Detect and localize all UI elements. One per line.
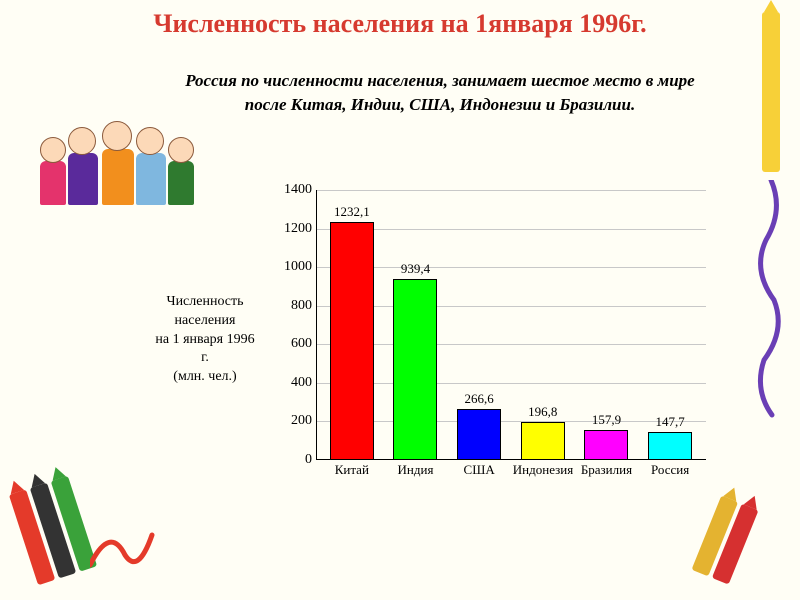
- chart-container: Численностьнаселенияна 1 января 1996 г.(…: [150, 180, 716, 500]
- bar: [330, 222, 374, 460]
- x-tick-label: США: [449, 462, 509, 478]
- bar-column: 147,7: [640, 414, 700, 460]
- bar-chart: 0 200 400 600 800 1000 1200 1400 1232,1 939,4 266…: [266, 180, 716, 500]
- y-tick-label: 1400: [266, 182, 312, 198]
- bar: [457, 409, 501, 460]
- bar-value-label: 939,4: [401, 261, 430, 277]
- bars-group: 1232,1 939,4 266,6 196,8 157,9 147,7: [316, 190, 706, 460]
- bar: [393, 279, 437, 460]
- bar-column: 939,4: [385, 261, 445, 460]
- y-tick-label: 600: [266, 336, 312, 352]
- bar-value-label: 157,9: [592, 412, 621, 428]
- bar-value-label: 196,8: [528, 404, 557, 420]
- bar-value-label: 266,6: [465, 391, 494, 407]
- bar-column: 157,9: [576, 412, 636, 460]
- y-tick-label: 400: [266, 375, 312, 391]
- scribble-red: [90, 515, 160, 575]
- x-tick-label: Индонезия: [513, 462, 573, 478]
- x-tick-label: Индия: [385, 462, 445, 478]
- bar-value-label: 1232,1: [334, 204, 370, 220]
- crayon-decoration-right: [762, 12, 780, 172]
- x-axis: КитайИндияСШАИндонезияБразилияРоссия: [316, 462, 706, 478]
- x-tick-label: Китай: [322, 462, 382, 478]
- subtitle-text: Россия по численности населения, занимае…: [180, 69, 700, 117]
- bar-column: 1232,1: [322, 204, 382, 460]
- y-tick-label: 200: [266, 413, 312, 429]
- bar-value-label: 147,7: [655, 414, 684, 430]
- bar: [521, 422, 565, 460]
- x-tick-label: Россия: [640, 462, 700, 478]
- y-tick-label: 1200: [266, 221, 312, 237]
- bar-column: 196,8: [513, 404, 573, 460]
- x-tick-label: Бразилия: [576, 462, 636, 478]
- y-tick-label: 0: [266, 452, 312, 468]
- page-title: Численность населения на 1января 1996г.: [0, 0, 800, 39]
- y-axis-label: Численностьнаселенияна 1 января 1996 г.(…: [150, 293, 260, 387]
- crayon-group-bottom-left: [9, 476, 97, 586]
- scribble-purple: [756, 180, 786, 420]
- bar: [648, 432, 692, 460]
- y-tick-label: 1000: [266, 259, 312, 275]
- y-tick-label: 800: [266, 298, 312, 314]
- crayon-group-bottom-right: [691, 495, 758, 584]
- bar-column: 266,6: [449, 391, 509, 460]
- bar: [584, 430, 628, 460]
